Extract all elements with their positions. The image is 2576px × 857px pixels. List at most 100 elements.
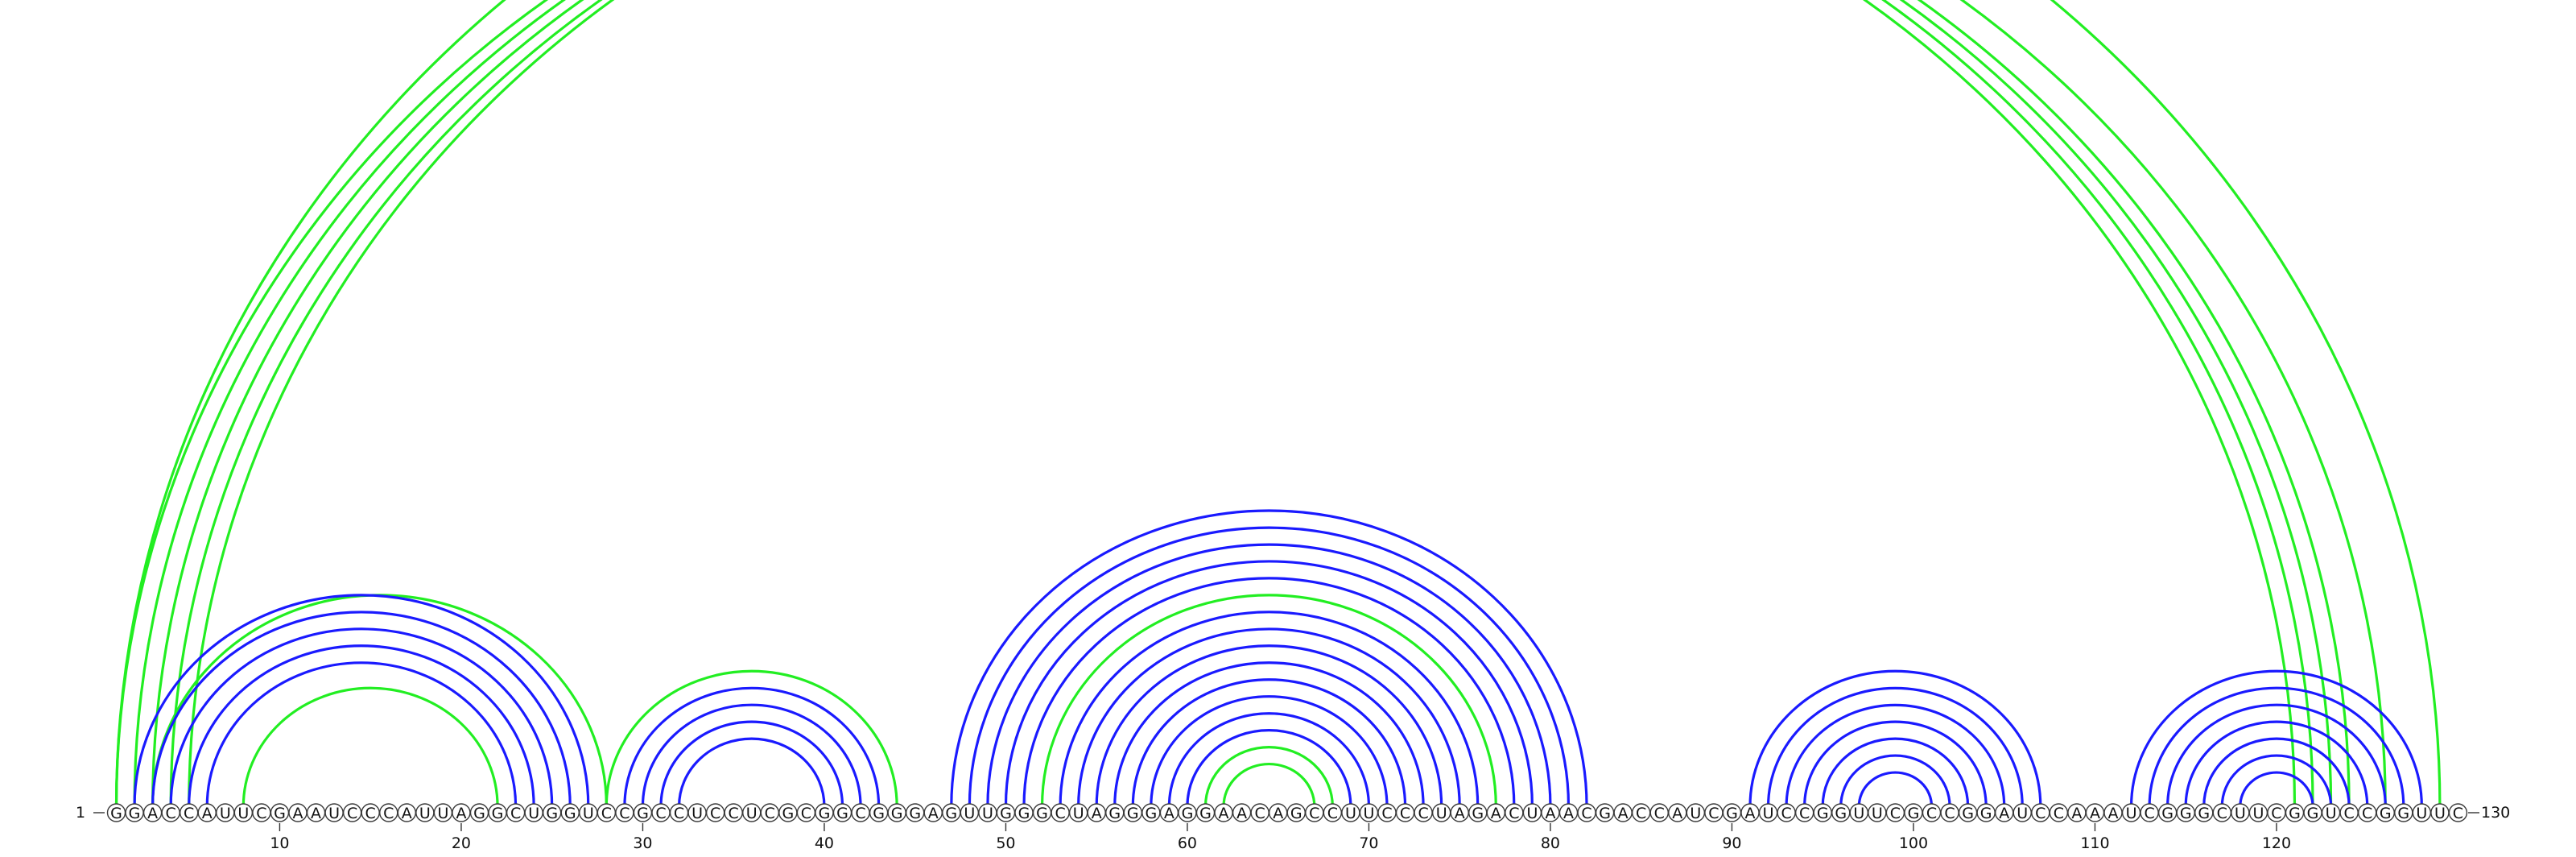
nucleotide-86: C bbox=[1649, 803, 1669, 822]
nucleotide-70: U bbox=[1359, 803, 1379, 822]
nucleotide-75: A bbox=[1450, 803, 1469, 822]
nucleotide-48: U bbox=[960, 803, 980, 822]
nucleotide-letter: C bbox=[383, 805, 394, 822]
nucleotide-letter: U bbox=[746, 805, 758, 822]
nucleotide-2: G bbox=[125, 803, 144, 822]
nucleotide-120: C bbox=[2267, 803, 2286, 822]
nucleotide-110: A bbox=[2085, 803, 2105, 822]
nucleotide-letter: G bbox=[564, 805, 576, 822]
nucleotide-letter: U bbox=[237, 805, 249, 822]
nucleotide-6: A bbox=[197, 803, 217, 822]
green-arc-5-126 bbox=[189, 0, 2386, 806]
blue-arc-49-80 bbox=[986, 543, 1552, 807]
nucleotide-letter: U bbox=[2434, 805, 2446, 822]
nucleotide-3: A bbox=[142, 803, 163, 822]
tick-label-90: 90 bbox=[1722, 834, 1741, 852]
nucleotide-letter: U bbox=[691, 805, 703, 822]
nucleotide-letter: G bbox=[110, 805, 122, 822]
green-arc-28-44 bbox=[605, 669, 898, 807]
blue-arc-113-127 bbox=[2148, 686, 2405, 807]
nucleotide-113: C bbox=[2140, 803, 2159, 822]
nucleotide-letter: G bbox=[1145, 805, 1157, 822]
nucleotide-104: G bbox=[1976, 803, 1996, 822]
nucleotide-letter: A bbox=[1672, 805, 1682, 822]
blue-arc-91-107 bbox=[1748, 669, 2042, 807]
nucleotide-69: U bbox=[1341, 803, 1360, 822]
tick-label-120: 120 bbox=[2262, 834, 2291, 852]
nucleotide-letter: U bbox=[2126, 805, 2137, 822]
nucleotide-19: U bbox=[433, 803, 453, 822]
nucleotide-11: A bbox=[288, 803, 308, 822]
nucleotide-73: C bbox=[1414, 803, 1433, 822]
nucleotide-10: G bbox=[270, 803, 290, 822]
nucleotide-5: C bbox=[179, 803, 199, 822]
nucleotide-letter: U bbox=[220, 805, 231, 822]
tick-label-100: 100 bbox=[1899, 834, 1928, 852]
nucleotide-letter: C bbox=[166, 805, 176, 822]
nucleotide-letter: G bbox=[836, 805, 848, 822]
nucleotide-122: G bbox=[2303, 803, 2322, 822]
nucleotide-letter: C bbox=[619, 805, 630, 822]
nucleotide-letter: A bbox=[1273, 805, 1283, 822]
nucleotide-letter: C bbox=[1381, 805, 1392, 822]
nucleotide-letter: C bbox=[1309, 805, 1319, 822]
nucleotide-letter: U bbox=[2416, 805, 2427, 822]
tick-label-30: 30 bbox=[633, 834, 652, 852]
nucleotide-51: G bbox=[1014, 803, 1034, 822]
blue-arc-112-128 bbox=[2129, 669, 2423, 807]
blue-arc-47-82 bbox=[950, 509, 1588, 807]
blue-arc-54-75 bbox=[1077, 627, 1461, 807]
tick-label-60: 60 bbox=[1178, 834, 1197, 852]
nucleotide-62: A bbox=[1214, 803, 1233, 822]
nucleotide-letter: A bbox=[293, 805, 303, 822]
nucleotide-7: U bbox=[216, 803, 235, 822]
nucleotide-letter: C bbox=[1509, 805, 1519, 822]
nucleotide-60: G bbox=[1178, 803, 1197, 822]
nucleotide-letter: U bbox=[2252, 805, 2264, 822]
nucleotide-35: C bbox=[724, 803, 743, 822]
nucleotide-129: U bbox=[2430, 803, 2450, 822]
nucleotide-letter: C bbox=[1654, 805, 1665, 822]
blue-arc-55-74 bbox=[1095, 644, 1443, 807]
green-arc-52-77 bbox=[1040, 594, 1497, 807]
nucleotide-54: U bbox=[1068, 803, 1088, 822]
nucleotide-letter: C bbox=[2271, 805, 2281, 822]
green-arc-1-121 bbox=[114, 0, 2297, 807]
nucleotide-letter: G bbox=[492, 805, 504, 822]
nucleotide-97: U bbox=[1849, 803, 1869, 822]
nucleotide-114: G bbox=[2157, 803, 2178, 822]
nucleotide-letter: U bbox=[964, 805, 975, 822]
nucleotide-letter: G bbox=[945, 805, 957, 822]
base-pair-arcs bbox=[114, 0, 2442, 807]
nucleotide-17: A bbox=[397, 803, 416, 822]
nucleotide-34: C bbox=[705, 803, 725, 822]
nucleotide-105: A bbox=[1994, 803, 2014, 822]
nucleotide-119: U bbox=[2248, 803, 2268, 822]
nucleotide-letter: A bbox=[202, 805, 213, 822]
nucleotide-9: C bbox=[252, 803, 271, 822]
nucleotide-letter: C bbox=[1055, 805, 1065, 822]
nucleotide-95: G bbox=[1813, 803, 1832, 822]
nucleotide-127: G bbox=[2394, 803, 2413, 822]
blue-arc-29-43 bbox=[623, 686, 881, 807]
nucleotide-39: C bbox=[796, 803, 816, 822]
nucleotide-letter: U bbox=[982, 805, 993, 822]
nucleotide-102: C bbox=[1940, 803, 1959, 822]
nucleotide-27: U bbox=[579, 803, 598, 822]
nucleotide-67: C bbox=[1305, 803, 1324, 822]
nucleotide-89: C bbox=[1704, 803, 1724, 822]
nucleotide-117: C bbox=[2212, 803, 2232, 822]
nucleotide-87: A bbox=[1668, 803, 1687, 822]
nucleotide-84: A bbox=[1613, 803, 1633, 822]
nucleotide-letter: U bbox=[419, 805, 431, 822]
nucleotide-24: U bbox=[524, 803, 543, 822]
blue-arc-32-40 bbox=[677, 737, 826, 807]
nucleotide-letter: G bbox=[1182, 805, 1194, 822]
nucleotide-letter: U bbox=[1436, 805, 1447, 822]
nucleotide-letter: C bbox=[1708, 805, 1719, 822]
nucleotide-letter: C bbox=[2344, 805, 2355, 822]
nucleotide-letter: A bbox=[1491, 805, 1501, 822]
nucleotide-letter: C bbox=[710, 805, 720, 822]
blue-arc-92-106 bbox=[1766, 686, 2024, 807]
nucleotide-81: A bbox=[1558, 803, 1579, 822]
